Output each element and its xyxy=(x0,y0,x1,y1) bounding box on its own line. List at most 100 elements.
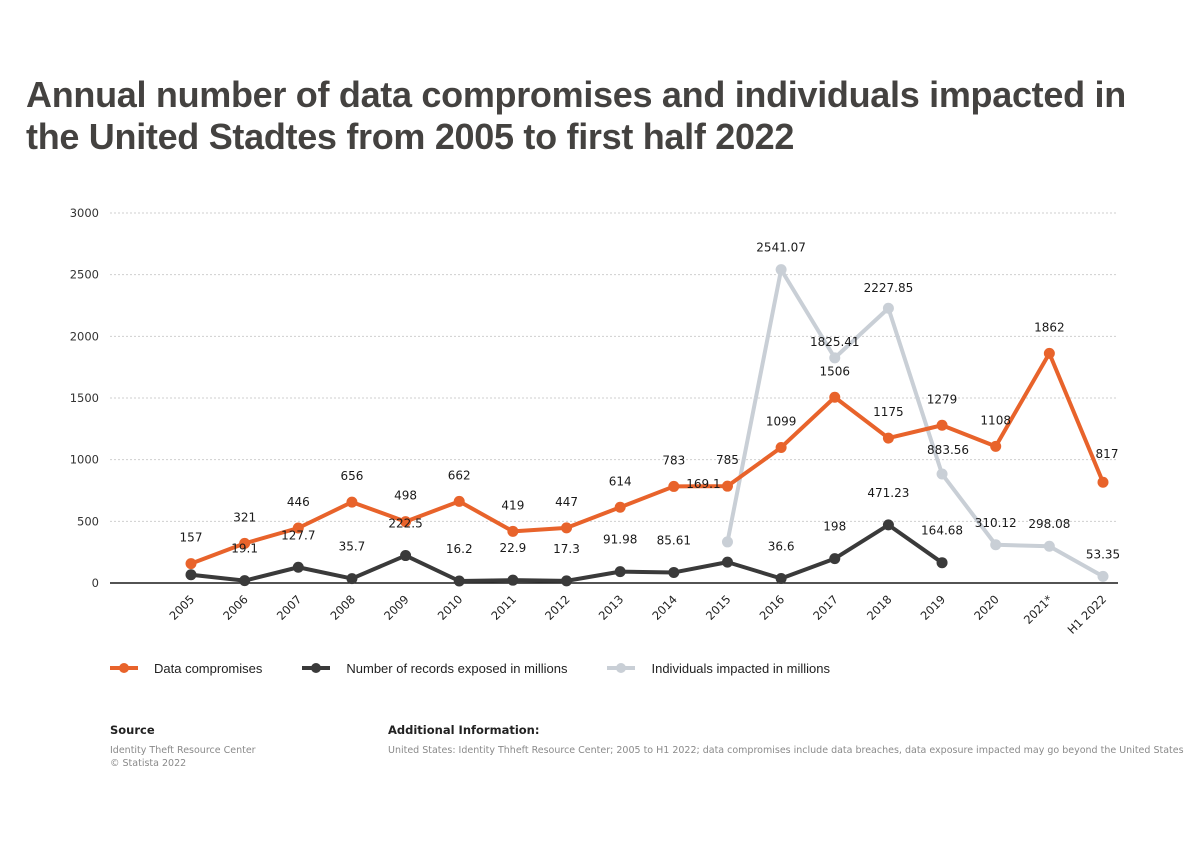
data-label: 85.61 xyxy=(657,533,691,547)
data-point xyxy=(507,525,519,537)
data-point xyxy=(614,566,626,578)
data-label: 1825.41 xyxy=(810,335,860,349)
data-point xyxy=(292,522,304,534)
data-label: 164.68 xyxy=(921,524,963,538)
legend-marker xyxy=(616,663,627,673)
legend-item-data-compromises[interactable]: Data compromises xyxy=(110,658,262,678)
data-label: 447 xyxy=(555,495,578,509)
data-labels: 157 321 446 656 498 662 419 447 614 783 785 1099 150… xyxy=(180,241,1121,562)
legend-item-individuals-impacted[interactable]: Individuals impacted in millions xyxy=(607,658,830,678)
data-point xyxy=(936,419,948,431)
x-axis-ticks: 2005 2006 2007 2008 2009 2010 2011 2012 2013 2014… xyxy=(167,592,1110,637)
data-point xyxy=(990,539,1002,551)
data-label: 656 xyxy=(340,469,363,483)
additional-info-heading: Additional Information: xyxy=(388,723,540,737)
data-point xyxy=(721,556,733,568)
data-point xyxy=(829,391,841,403)
data-label: 310.12 xyxy=(975,516,1017,530)
data-point xyxy=(1043,347,1055,359)
x-tick-label: 2020 xyxy=(971,592,1002,623)
data-label: 157 xyxy=(180,531,203,545)
x-tick-label: 2014 xyxy=(649,592,680,623)
data-label: 498 xyxy=(394,489,417,503)
data-label: 1862 xyxy=(1034,320,1065,334)
data-label: 22.9 xyxy=(500,541,527,555)
legend-marker xyxy=(311,663,322,673)
x-tick-label: 2019 xyxy=(918,592,949,623)
legend-label: Data compromises xyxy=(154,660,263,676)
data-point xyxy=(453,495,465,507)
data-point xyxy=(400,516,412,528)
data-label: 1279 xyxy=(927,392,958,406)
data-label: 783 xyxy=(662,453,685,467)
data-label: 127.7 xyxy=(281,528,315,542)
data-point xyxy=(346,573,358,585)
y-axis-ticks: 0 500 1000 1500 2000 2500 3000 xyxy=(70,206,99,590)
source-line-1: Identity Theft Resource Center xyxy=(110,745,256,756)
x-tick-label: 2013 xyxy=(596,592,627,623)
data-label: 2541.07 xyxy=(756,241,806,255)
data-label: 662 xyxy=(448,468,471,482)
data-label: 2227.85 xyxy=(864,281,914,295)
data-label: 614 xyxy=(609,474,632,488)
legend-swatch-orange xyxy=(110,658,138,678)
x-tick-label: 2007 xyxy=(274,592,305,623)
data-label: 1099 xyxy=(766,414,797,428)
data-point xyxy=(1043,540,1055,552)
data-point xyxy=(561,575,573,587)
data-point xyxy=(775,264,787,276)
data-point xyxy=(668,480,680,492)
data-point xyxy=(614,501,626,513)
legend-swatch-gray xyxy=(607,658,636,678)
x-tick-label: 2010 xyxy=(435,592,466,623)
x-tick-label: 2006 xyxy=(220,592,251,623)
data-label: 35.7 xyxy=(339,540,366,554)
data-point xyxy=(1097,570,1109,582)
data-point xyxy=(990,440,1002,452)
x-tick-label: 2018 xyxy=(864,592,895,623)
data-label: 1506 xyxy=(819,364,850,378)
data-label: 17.3 xyxy=(553,542,580,556)
data-point xyxy=(239,537,251,549)
data-point xyxy=(775,572,787,584)
legend-item-records-exposed[interactable]: Number of records exposed in millions xyxy=(302,658,567,678)
data-point xyxy=(346,496,358,508)
data-label: 883.56 xyxy=(927,443,969,457)
data-point xyxy=(882,519,894,531)
legend-swatch-dark xyxy=(302,658,331,678)
data-label: 298.08 xyxy=(1028,517,1070,531)
data-point xyxy=(721,536,733,548)
data-point xyxy=(829,352,841,364)
y-tick-label: 1500 xyxy=(70,391,99,405)
series-number-of-records-exposed-in-millions xyxy=(185,519,948,587)
data-point xyxy=(400,550,412,562)
data-label: 1175 xyxy=(873,405,904,419)
y-tick-label: 1000 xyxy=(70,453,99,467)
series-line xyxy=(725,267,1105,579)
legend: Data compromises Number of records expos… xyxy=(110,658,870,678)
series-individuals-impacted-in-millions xyxy=(721,264,1109,582)
data-label: 198 xyxy=(823,520,846,534)
legend-marker xyxy=(119,663,129,673)
y-tick-label: 3000 xyxy=(70,206,99,220)
x-tick-label: 2021* xyxy=(1021,592,1056,627)
data-label: 91.98 xyxy=(603,533,637,547)
legend-label: Individuals impacted in millions xyxy=(651,660,830,676)
source-line-2: © Statista 2022 xyxy=(110,758,187,769)
data-label: 321 xyxy=(233,510,256,524)
data-label: 419 xyxy=(501,498,524,512)
y-tick-label: 500 xyxy=(77,514,99,528)
x-tick-label: 2016 xyxy=(757,592,788,623)
x-tick-label: 2005 xyxy=(167,592,198,623)
data-point xyxy=(721,480,733,492)
source-heading: Source xyxy=(110,723,155,737)
data-point xyxy=(882,302,894,314)
gridlines xyxy=(110,212,1118,522)
data-label: 446 xyxy=(287,495,310,509)
y-tick-label: 2500 xyxy=(70,268,99,282)
data-label: 471.23 xyxy=(867,486,909,500)
x-tick-label: 2008 xyxy=(327,592,358,623)
x-tick-label: 2011 xyxy=(488,592,519,623)
data-point xyxy=(239,575,251,587)
data-label: 222.5 xyxy=(388,517,422,531)
